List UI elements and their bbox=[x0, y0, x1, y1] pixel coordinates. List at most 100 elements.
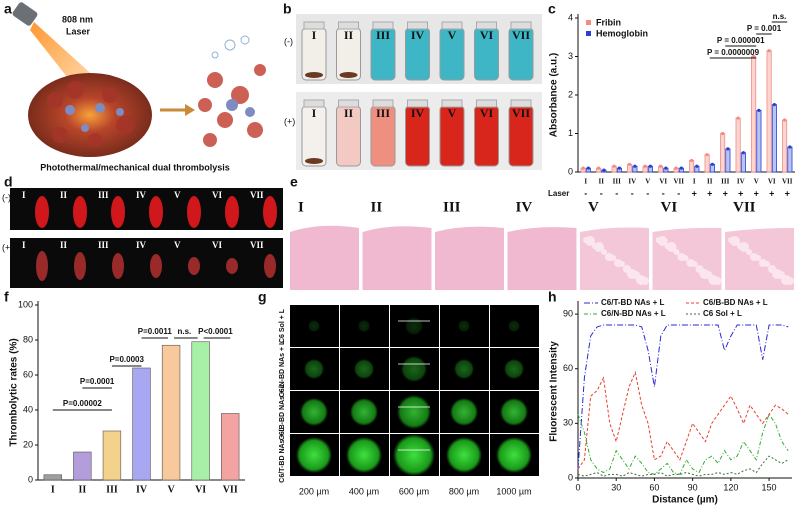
clot-label: I bbox=[22, 240, 26, 250]
bar bbox=[191, 341, 210, 481]
vial-label: I bbox=[312, 28, 317, 42]
x-tick-label: 30 bbox=[611, 482, 621, 492]
vial-label: VII bbox=[512, 106, 530, 120]
legend-swatch bbox=[586, 20, 591, 25]
clot-label: III bbox=[98, 240, 109, 250]
y-tick-label: 20 bbox=[23, 439, 33, 449]
bar bbox=[102, 430, 122, 481]
fluorescence-spot bbox=[405, 317, 423, 335]
bar bbox=[735, 117, 741, 173]
laser-sign: - bbox=[662, 188, 665, 198]
clot-label: IV bbox=[136, 190, 147, 200]
laser-sign: - bbox=[584, 188, 587, 198]
bar bbox=[740, 152, 746, 173]
clot-label: VI bbox=[212, 190, 222, 200]
texture bbox=[623, 265, 631, 273]
annotation: n.s. bbox=[177, 327, 191, 336]
point bbox=[736, 116, 740, 120]
histology-label: V bbox=[588, 199, 599, 215]
bar bbox=[751, 56, 757, 173]
vial-cap bbox=[303, 99, 325, 108]
vial-label: VII bbox=[512, 28, 530, 42]
condition-label: (+) bbox=[284, 116, 295, 126]
bar bbox=[43, 474, 62, 481]
vial-label: II bbox=[344, 106, 354, 120]
vial-label: V bbox=[448, 106, 457, 120]
y-tick-label: 0 bbox=[568, 472, 573, 482]
fluorescence-spot bbox=[397, 395, 431, 429]
clot bbox=[112, 253, 124, 279]
fluorescence-spot bbox=[358, 320, 370, 332]
texture bbox=[594, 242, 604, 252]
x-tick-label: VI bbox=[659, 178, 667, 186]
vial-cap bbox=[510, 99, 532, 108]
x-tick-label: V bbox=[645, 178, 650, 186]
y-axis-label: Absorbance (a.u.) bbox=[549, 53, 560, 137]
column-label: 800 µm bbox=[449, 486, 479, 496]
texture bbox=[632, 271, 640, 279]
point bbox=[783, 118, 787, 122]
caption: Photothermal/mechanical dual thrombolysi… bbox=[40, 162, 230, 172]
laser-sign: + bbox=[785, 188, 790, 198]
texture bbox=[657, 236, 668, 246]
fluorescence-spot bbox=[354, 359, 374, 379]
clot-label: VI bbox=[212, 240, 222, 250]
x-tick-label: I bbox=[693, 178, 696, 186]
laser-sign: - bbox=[615, 188, 618, 198]
histology-label: VII bbox=[733, 199, 756, 215]
vial-label: IV bbox=[411, 28, 425, 42]
fluorescence-spot bbox=[308, 320, 320, 332]
histology-label: VI bbox=[661, 199, 678, 215]
clot-label: II bbox=[60, 190, 68, 200]
panel-label: b bbox=[283, 1, 292, 17]
x-tick-label: V bbox=[754, 178, 759, 186]
point bbox=[695, 164, 699, 168]
histology-image bbox=[362, 226, 432, 290]
point bbox=[710, 162, 714, 166]
bar bbox=[787, 146, 793, 173]
fluorescence-spot bbox=[304, 359, 324, 379]
point bbox=[597, 166, 601, 170]
sediment bbox=[305, 158, 323, 164]
x-tick-label: VII bbox=[782, 178, 793, 186]
laser-label: 808 nm bbox=[62, 14, 93, 24]
point bbox=[664, 166, 668, 170]
texture bbox=[619, 261, 625, 267]
clot bbox=[36, 251, 48, 281]
point bbox=[788, 145, 792, 149]
x-tick-label: II bbox=[599, 178, 605, 186]
x-tick-label: 0 bbox=[575, 482, 580, 492]
fluorescence-spot bbox=[446, 437, 482, 473]
bar bbox=[689, 160, 695, 173]
bar bbox=[221, 413, 240, 481]
histology-image bbox=[435, 226, 504, 290]
x-tick-label: III bbox=[721, 178, 729, 186]
texture bbox=[682, 255, 689, 261]
fluorescence-spot bbox=[346, 437, 382, 473]
texture bbox=[768, 265, 776, 273]
vial-cap bbox=[407, 99, 428, 108]
clot bbox=[74, 252, 86, 280]
point bbox=[586, 166, 590, 170]
vial-label: III bbox=[376, 106, 390, 120]
x-tick-label: 60 bbox=[649, 482, 659, 492]
laser-sign: + bbox=[707, 188, 712, 198]
clot-label: II bbox=[60, 240, 68, 250]
laser-sign: - bbox=[677, 188, 680, 198]
fluorescence-spot bbox=[496, 437, 532, 473]
texture bbox=[704, 271, 713, 279]
vial-cap bbox=[372, 99, 394, 108]
x-tick-label: IV bbox=[737, 178, 745, 186]
annotation: P = 0.000001 bbox=[717, 36, 765, 45]
point bbox=[690, 158, 694, 163]
clot bbox=[35, 196, 49, 228]
x-tick-label: IV bbox=[136, 484, 148, 495]
bar bbox=[161, 344, 181, 481]
annotation: P=0.0003 bbox=[109, 355, 144, 364]
vial-cap bbox=[407, 21, 428, 30]
clot bbox=[187, 196, 201, 228]
panel-label: f bbox=[4, 289, 9, 305]
x-tick-label: VI bbox=[768, 178, 776, 186]
x-axis-label: Distance (µm) bbox=[652, 495, 718, 505]
